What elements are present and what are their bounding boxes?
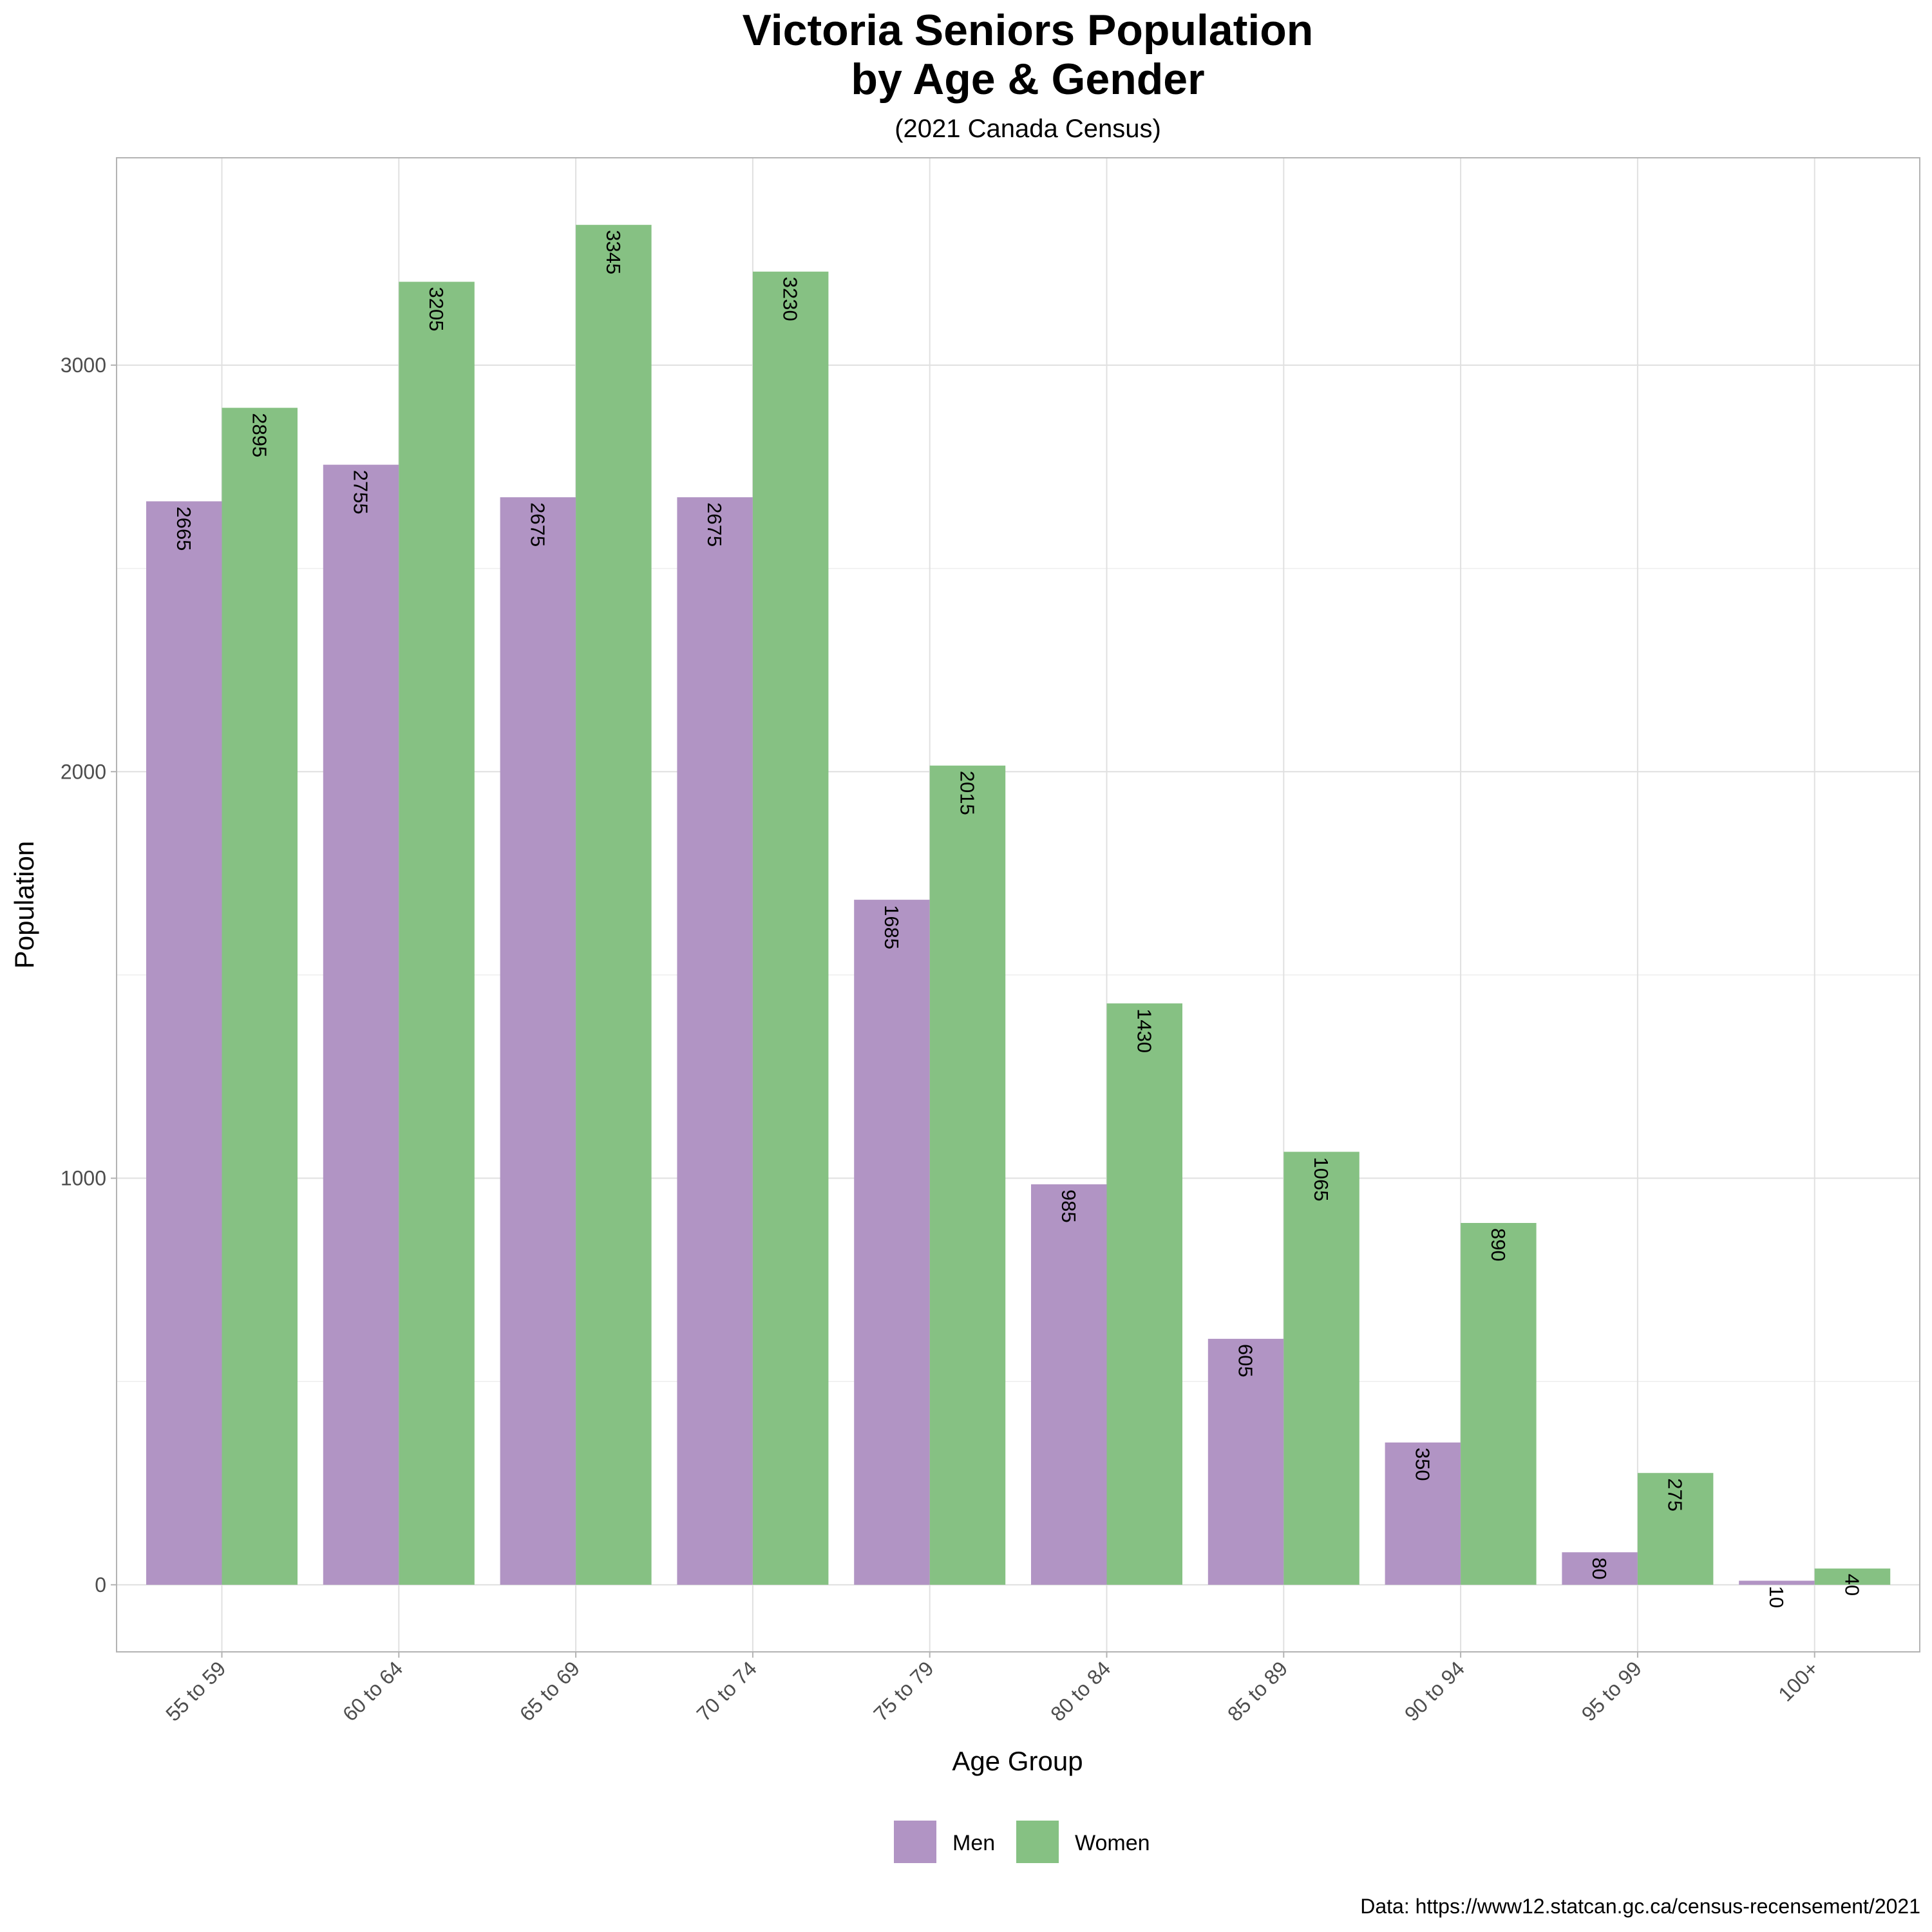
- bar-women: [576, 225, 652, 1585]
- bar-women: [752, 271, 829, 1585]
- bar-women: [1637, 1473, 1714, 1585]
- bar-men: [1385, 1442, 1461, 1585]
- bar-value-label: 605: [1235, 1344, 1257, 1378]
- legend-label-women: Women: [1075, 1831, 1150, 1855]
- bar-value-label: 2675: [703, 502, 726, 547]
- bar-value-label: 1065: [1310, 1157, 1332, 1202]
- bar-men: [500, 497, 576, 1585]
- data-source-caption: Data: https://www12.statcan.gc.ca/census…: [1360, 1895, 1920, 1918]
- panel-border: [116, 157, 1920, 1653]
- y-tick-label: 0: [95, 1573, 106, 1596]
- x-axis-title: Age Group: [952, 1746, 1083, 1776]
- bar-value-label: 40: [1841, 1574, 1863, 1596]
- bar-value-label: 890: [1487, 1228, 1510, 1262]
- x-axis: 55 to 59 60 to 64 65 to 69 70 to 74 75 to 79…: [161, 1652, 1823, 1726]
- y-axis: 0 1000 2000 3000: [61, 354, 117, 1596]
- bar-women: [1283, 1151, 1359, 1585]
- legend-key-men: [894, 1821, 936, 1863]
- x-tick-label: 80 to 84: [1046, 1656, 1115, 1725]
- bar-men: [1562, 1552, 1638, 1585]
- legend-label-men: Men: [952, 1831, 995, 1855]
- bar-men: [677, 497, 753, 1585]
- x-tick-label: 90 to 94: [1400, 1656, 1469, 1725]
- bar-men: [323, 464, 399, 1585]
- bar-women: [1461, 1222, 1537, 1585]
- x-tick-label: 60 to 64: [338, 1656, 407, 1725]
- x-tick-label: 95 to 99: [1577, 1656, 1646, 1725]
- bar-men: [1208, 1338, 1284, 1585]
- bar-value-label: 3345: [602, 230, 625, 274]
- chart-title-line1: Victoria Seniors Population: [743, 6, 1314, 55]
- bar-men: [146, 501, 222, 1585]
- x-tick-label: 85 to 89: [1223, 1656, 1292, 1725]
- bar-women: [1106, 1003, 1182, 1585]
- bar-value-label: 80: [1588, 1557, 1611, 1579]
- y-tick-label: 2000: [61, 760, 106, 783]
- bar-value-label: 2895: [248, 413, 270, 457]
- bar-value-label: 3205: [425, 287, 448, 332]
- bar-value-label: 2015: [956, 771, 978, 815]
- bar-men: [1739, 1580, 1815, 1585]
- legend-key-women: [1016, 1821, 1059, 1863]
- bar-value-label: 1430: [1133, 1009, 1155, 1053]
- bar-labels: 2665 2755 2675 2675 1685 985 605 350 80 10 2895 320…: [173, 230, 1864, 1608]
- bar-women: [399, 281, 475, 1585]
- bar-value-label: 985: [1057, 1189, 1080, 1223]
- bar-men: [1031, 1184, 1107, 1585]
- bar-women: [222, 408, 298, 1585]
- bar-value-label: 350: [1411, 1448, 1434, 1481]
- chart-title-line2: by Age & Gender: [851, 55, 1204, 104]
- y-tick-label: 1000: [61, 1167, 106, 1190]
- bar-value-label: 2665: [173, 506, 195, 551]
- chart-subtitle: (2021 Canada Census): [895, 115, 1161, 143]
- bar-men: [854, 900, 930, 1585]
- x-tick-label: 65 to 69: [515, 1656, 584, 1725]
- bar-women: [929, 765, 1006, 1585]
- x-tick-label: 100+: [1774, 1656, 1823, 1705]
- bar-value-label: 2675: [526, 502, 549, 547]
- x-tick-label: 75 to 79: [869, 1656, 938, 1725]
- bar-value-label: 10: [1765, 1586, 1788, 1608]
- y-axis-title: Population: [9, 841, 39, 969]
- bar-value-label: 1685: [880, 905, 903, 949]
- bar-value-label: 2755: [350, 470, 372, 515]
- x-tick-label: 70 to 74: [692, 1656, 761, 1725]
- bar-women: [1814, 1568, 1891, 1585]
- bar-value-label: 3230: [779, 277, 802, 321]
- y-tick-label: 3000: [61, 354, 106, 377]
- bars: [146, 225, 1891, 1585]
- legend: Men Women: [894, 1821, 1150, 1863]
- bar-value-label: 275: [1664, 1478, 1687, 1511]
- x-tick-label: 55 to 59: [161, 1656, 230, 1725]
